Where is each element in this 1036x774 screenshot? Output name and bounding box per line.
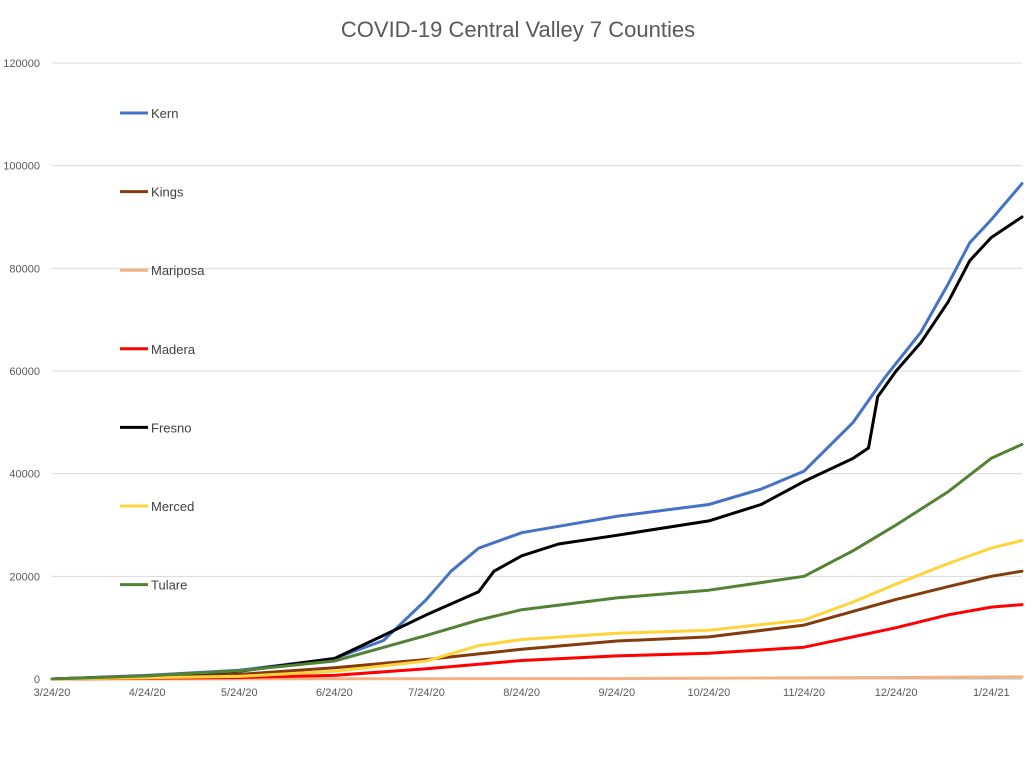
y-tick-label: 120000 — [3, 58, 40, 70]
series-line-tulare — [50, 442, 1024, 681]
legend-label-merced: Merced — [151, 499, 194, 514]
legend-label-mariposa: Mariposa — [151, 263, 205, 278]
x-tick-label: 7/24/20 — [408, 687, 445, 699]
legend-label-madera: Madera — [151, 342, 196, 357]
legend-label-kern: Kern — [151, 106, 178, 121]
x-tick-label: 11/24/20 — [783, 687, 825, 699]
x-tick-label: 10/24/20 — [687, 687, 730, 699]
x-tick-label: 6/24/20 — [316, 687, 353, 699]
y-tick-label: 100000 — [3, 161, 40, 173]
legend-label-tulare: Tulare — [151, 578, 187, 593]
legend-label-kings: Kings — [151, 185, 184, 200]
series-line-madera — [50, 603, 1024, 681]
x-tick-label: 8/24/20 — [503, 687, 540, 699]
x-tick-label: 4/24/20 — [129, 687, 166, 699]
y-tick-label: 60000 — [9, 366, 40, 378]
series-line-kings — [50, 569, 1024, 681]
legend: Kern Kings Mariposa Madera Fresno Merced Tular… — [120, 106, 205, 593]
x-tick-label: 3/24/20 — [34, 687, 71, 699]
series-lines — [50, 182, 1024, 681]
x-tick-label: 5/24/20 — [221, 687, 258, 699]
legend-label-fresno: Fresno — [151, 420, 191, 435]
y-tick-label: 20000 — [9, 571, 40, 583]
chart-title: COVID-19 Central Valley 7 Counties — [341, 17, 695, 42]
x-axis-ticks: 3/24/20 4/24/20 5/24/20 6/24/20 7/24/20 8/24/… — [34, 687, 1010, 699]
y-axis-ticks: 0 20000 40000 60000 80000 100000 120000 — [3, 58, 40, 686]
x-tick-label: 12/24/20 — [875, 687, 918, 699]
y-tick-label: 40000 — [9, 469, 40, 481]
x-tick-label: 9/24/20 — [598, 687, 635, 699]
series-line-kern — [50, 182, 1024, 681]
series-line-fresno — [50, 215, 1024, 681]
y-tick-label: 80000 — [9, 263, 40, 275]
series-line-merced — [50, 538, 1024, 681]
x-tick-label: 1/24/21 — [973, 687, 1010, 699]
y-tick-label: 0 — [34, 674, 40, 686]
